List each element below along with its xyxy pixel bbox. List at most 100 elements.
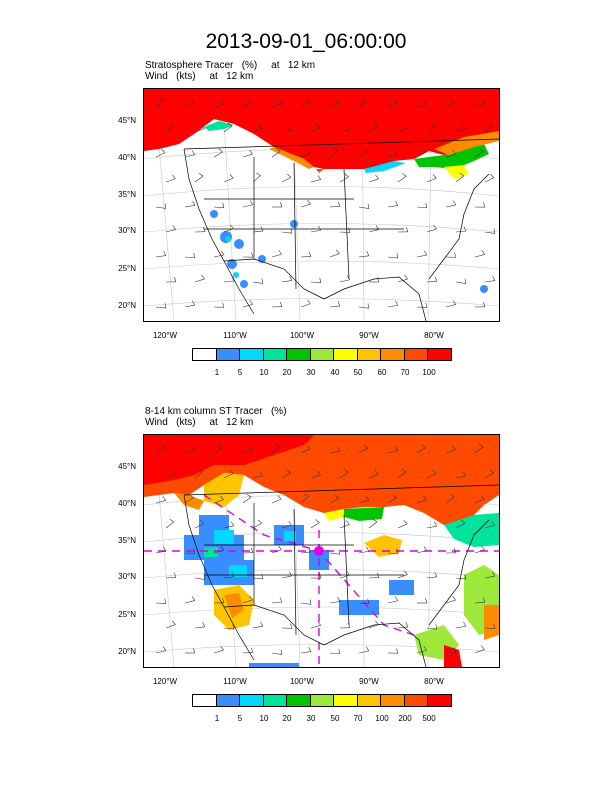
panel2-lat-label: 20°N [118,647,136,656]
wind-barb-feather [286,469,291,474]
wind-barb-feather [366,251,370,256]
wind-barb-feather [338,648,341,654]
wind-barb [213,499,224,504]
wind-barb-feather [280,649,283,655]
colorbar-label: 200 [398,714,412,723]
wind-barb-feather [249,445,253,450]
wind-barb-feather [492,571,496,577]
wind-barb [416,447,426,454]
wind-barb-feather [279,301,283,307]
wind-barb-feather [392,494,397,499]
wind-barb-feather [373,123,378,127]
wind-barb-feather [161,148,166,153]
wind-barb [445,204,456,208]
wind-barb-feather [249,200,253,205]
wind-barb [165,126,175,133]
wind-barb [339,574,350,579]
wind-barb [194,577,205,580]
wind-barb-feather [404,274,408,280]
wind-barb-feather [376,572,380,578]
wind-barb [252,281,263,284]
wind-barb-feather [337,201,341,207]
colorbar-label: 500 [422,714,436,723]
wind-barb [368,178,379,183]
wind-barb-feather [425,202,428,208]
wind-barb-feather [394,446,398,451]
wind-barb [416,254,427,258]
colorbar-label: 5 [237,368,243,377]
wind-barb [310,522,320,529]
wind-barb [426,125,436,133]
wind-barb [281,280,292,283]
wind-barb [484,125,493,133]
colorbar-label: 30 [306,714,316,723]
wind-barb-feather [344,469,349,473]
wind-barb [445,101,455,108]
wind-barb-feather [434,572,438,577]
wind-barb-feather [287,173,292,178]
wind-barb-feather [202,622,206,627]
wind-barb-feather [346,125,350,130]
wind-barb-feather [229,174,234,179]
wind-barb-feather [162,646,166,651]
wind-barb [426,473,437,479]
wind-barb-feather [395,201,399,206]
wind-barb-feather [159,97,164,101]
wind-barb-feather [425,598,428,604]
colorbar-swatch [240,695,264,706]
panel1-lon-label: 90°W [359,331,379,340]
colorbar-swatch [310,349,335,360]
wind-barb [445,153,456,158]
wind-barb-feather [462,471,467,477]
wind-barb-feather [337,446,341,452]
panel2-subtitle-line2: Wind (kts) at 12 km [145,417,254,428]
wind-barb-feather [454,252,457,258]
wind-barb-feather [162,496,166,501]
wind-barb-feather [433,224,437,230]
wind-barb-feather [276,148,281,152]
wind-barb [455,230,466,233]
wind-barb-feather [247,98,252,103]
wind-barb [368,474,379,479]
wind-barb-feather [246,493,252,498]
wind-barb-feather [396,548,399,554]
wind-barb-feather [347,622,351,628]
panel1-subtitle-line1: Stratosphere Tracer (%) at 12 km [145,60,316,71]
wind-barb [194,471,203,479]
wind-barb [358,500,369,504]
wind-barb-feather [192,300,196,306]
wind-barb-feather [190,98,195,103]
wind-barb [329,552,340,555]
wind-barb [194,175,204,183]
wind-barb [358,650,369,654]
colorbar-label: 40 [330,368,340,377]
wind-barb-feather [404,124,408,129]
wind-barb-feather [315,123,321,128]
wind-barb [155,100,164,108]
wind-barb-feather [260,226,264,232]
colorbar-swatch [240,349,264,360]
wind-barb [271,652,282,655]
wind-barb [426,281,437,283]
wind-barb-feather [374,470,379,475]
wind-barb [358,550,369,554]
wind-barb [223,627,234,630]
wind-barb-feather [435,624,438,630]
wind-barb-feather [232,624,235,630]
wind-barb-feather [423,100,427,105]
wind-barb [184,600,195,604]
wind-barb-feather [317,470,321,476]
wind-barb-feather [309,599,312,605]
wind-barb-feather [231,572,235,577]
wind-barb-feather [250,647,254,653]
wind-barb-feather [365,646,370,652]
wind-barb-feather [362,97,367,101]
wind-barb [455,127,466,133]
wind-barb-feather [363,444,369,449]
wind-barb [387,205,398,208]
wind-barb-feather [493,623,496,629]
wind-barb-feather [480,495,485,500]
wind-barb [184,304,195,308]
wind-barb [397,278,408,283]
panel2-map [143,434,500,668]
